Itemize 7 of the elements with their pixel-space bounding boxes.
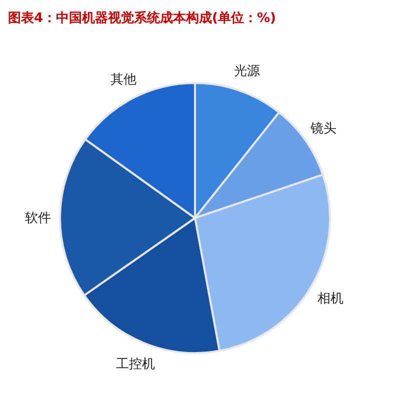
slice-label: 相机 (317, 291, 344, 306)
slice-label: 工控机 (116, 357, 155, 372)
slice-label: 其他 (110, 72, 136, 88)
slice-label: 光源 (234, 64, 260, 79)
chart-title: 图表4：中国机器视觉系统成本构成(单位：%) (8, 10, 276, 26)
slice-label: 镜头 (309, 122, 336, 137)
slice-label: 软件 (25, 211, 52, 226)
